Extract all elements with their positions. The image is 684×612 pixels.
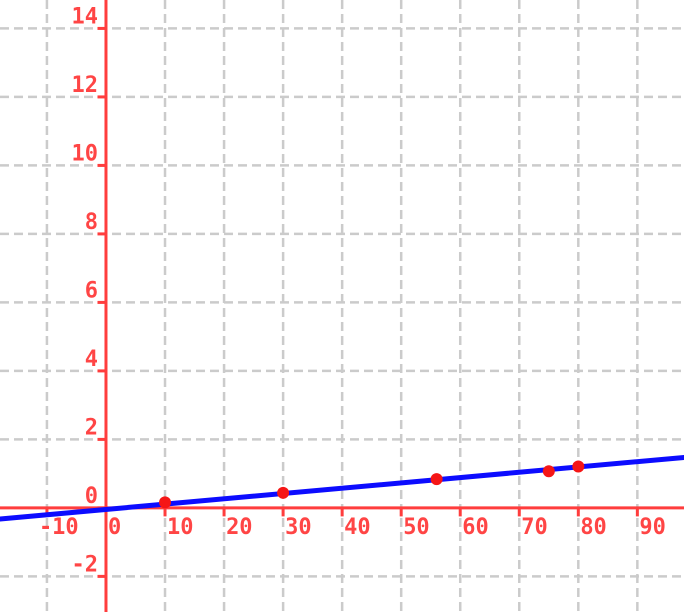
data-point [430,473,443,486]
x-tick-label: -10 [39,515,79,540]
y-tick-label: 0 [85,484,98,509]
y-tick-label: 2 [85,415,98,440]
y-tick-label: -2 [71,552,98,577]
data-point [277,486,290,499]
data-point [159,496,172,509]
x-tick-label: 0 [108,515,121,540]
x-tick-label: 80 [580,515,607,540]
x-tick-label: 90 [639,515,666,540]
y-tick-label: 12 [71,73,98,98]
y-tick-label: 8 [85,210,98,235]
y-tick-label: 6 [85,278,98,303]
data-point [542,465,555,478]
x-tick-label: 50 [403,515,430,540]
x-tick-label: 10 [167,515,194,540]
y-tick-label: 14 [71,4,98,29]
x-tick-label: 40 [344,515,371,540]
x-tick-label: 70 [521,515,548,540]
x-tick-label: 20 [226,515,253,540]
x-tick-label: 60 [462,515,489,540]
data-point [572,460,585,473]
y-tick-label: 4 [85,347,98,372]
y-tick-label: 10 [71,141,98,166]
x-tick-label: 30 [285,515,312,540]
trend-line [0,454,684,522]
